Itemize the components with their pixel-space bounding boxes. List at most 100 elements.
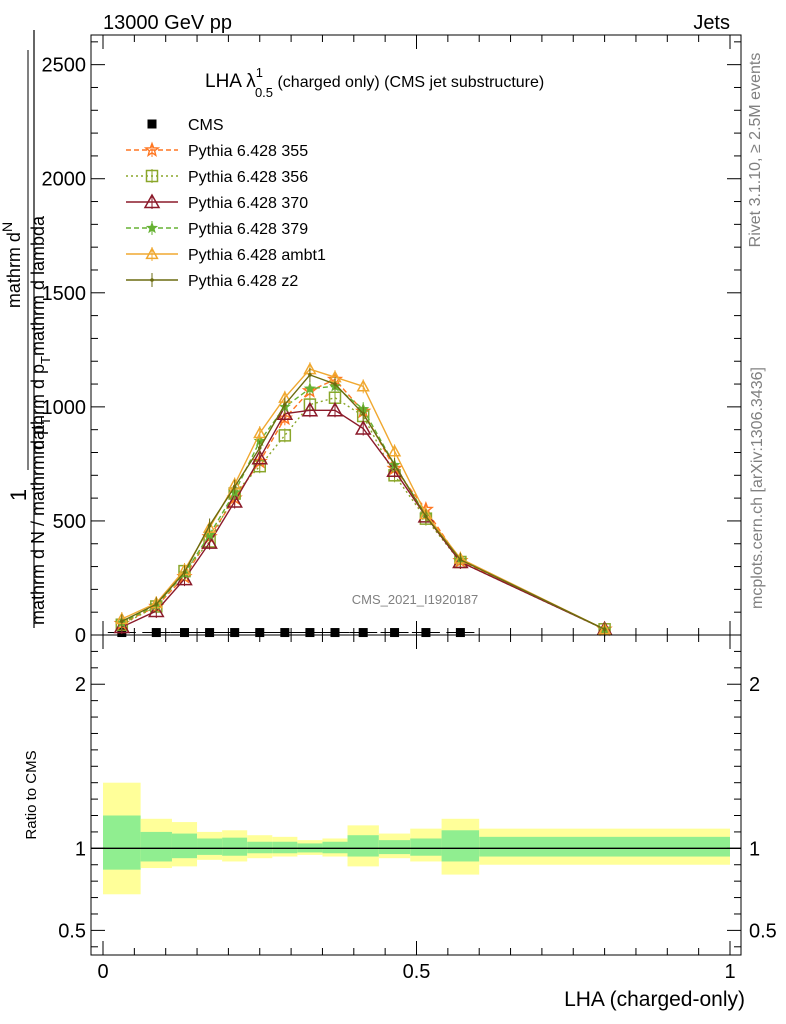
series-marker: [333, 382, 337, 386]
series-marker: [390, 628, 400, 638]
series-marker: [421, 628, 431, 638]
analysis-watermark: CMS_2021_I1920187: [352, 592, 479, 607]
ratio-band-inner: [410, 838, 442, 856]
main-y-tick-label: 500: [53, 511, 86, 533]
ratio-y-tick-label-left: 2: [75, 674, 86, 696]
ratio-y-tick-label-left: 1: [75, 838, 86, 860]
series-marker: [330, 628, 340, 638]
series-marker: [145, 247, 159, 260]
header-energy: 13000 GeV pp: [103, 12, 232, 34]
chart-title-rest: (charged only) (CMS jet substructure): [273, 74, 544, 91]
legend-label: Pythia 6.428 379: [188, 221, 308, 238]
ratio-bands: [103, 782, 730, 895]
series-0: [107, 628, 475, 638]
series-marker: [257, 446, 262, 450]
ratio-y-tick-label-right: 1: [749, 838, 760, 860]
chart-title-sup: 1: [256, 65, 263, 80]
ratio-band-inner: [140, 831, 172, 862]
series-marker: [143, 193, 161, 209]
legend-label: CMS: [188, 117, 224, 134]
ratio-y-tick-label-left: 0.5: [58, 920, 86, 942]
ratio-band-inner: [103, 815, 141, 870]
series-marker: [392, 463, 397, 467]
ratio-tick-labels: 0.5 0.5 1 1 2 2 0 0.5 1: [58, 674, 777, 983]
ratio-band-inner: [171, 833, 198, 859]
x-axis-label: LHA (charged-only): [564, 988, 745, 1011]
series-marker: [255, 628, 265, 638]
main-y-tick-label: 1000: [42, 397, 87, 419]
series-marker: [361, 411, 366, 416]
ratio-y-axis-label: Ratio to CMS: [23, 750, 40, 839]
ratio-axis-ticks: [91, 635, 741, 955]
legend: CMS Pythia 6.428 355 Pythia 6.428 356 Pythi…: [126, 117, 326, 290]
series-marker: [230, 628, 240, 638]
x-tick-label: 0: [97, 961, 108, 983]
svg-text:mathrm dN: mathrm dN: [0, 222, 24, 308]
main-axis-ticks: [91, 35, 741, 636]
series-marker: [387, 444, 402, 457]
series-marker: [207, 523, 212, 528]
series-marker: [143, 141, 161, 157]
ratio-band-inner: [479, 836, 730, 857]
series-marker: [180, 628, 190, 638]
series-marker: [326, 401, 344, 417]
series-marker: [120, 619, 124, 624]
series-marker: [145, 221, 159, 234]
series-marker: [201, 534, 218, 549]
series-marker: [232, 484, 237, 489]
ratio-band-inner: [441, 830, 480, 862]
main-series-group: [107, 362, 613, 638]
series-marker: [283, 402, 287, 407]
series-marker: [276, 405, 294, 420]
x-tick-label: 0.5: [403, 961, 431, 983]
legend-label: Pythia 6.428 355: [188, 143, 308, 160]
legend-entry: Pythia 6.428 355: [126, 141, 308, 160]
series-marker: [301, 401, 319, 417]
legend-entry: Pythia 6.428 370: [126, 193, 308, 212]
series-marker: [113, 618, 131, 634]
series-marker: [305, 628, 315, 638]
ylabel-denominator: mathrm d N / mathrm d p: [28, 425, 48, 625]
ylabel-inner-denominator-lambda: mathrm d lambda: [28, 215, 48, 356]
legend-label: Pythia 6.428 356: [188, 169, 308, 186]
ratio-band-inner: [222, 837, 248, 856]
legend-entry: Pythia 6.428 379: [126, 221, 308, 238]
series-marker: [253, 426, 267, 439]
main-y-tick-label: 1500: [42, 283, 87, 305]
main-y-tick-label: 2000: [42, 169, 87, 191]
series-marker: [154, 602, 159, 607]
series-marker: [602, 627, 607, 632]
ratio-band-inner: [322, 841, 348, 854]
ylabel-inner-denominator-sub: T: [38, 356, 53, 364]
ratio-band-inner: [272, 841, 298, 854]
ratio-band-inner: [347, 835, 379, 857]
header-process: Jets: [693, 12, 730, 34]
legend-label: Pythia 6.428 370: [188, 195, 308, 212]
ylabel-inner-denominator: mathrm d p: [28, 364, 48, 455]
x-tick-label: 1: [724, 961, 735, 983]
mcplots-label: mcplots.cern.ch [arXiv:1306.3436]: [749, 367, 766, 609]
series-marker: [308, 373, 312, 377]
chart-title-sub: 0.5: [255, 85, 273, 100]
ratio-plot-frame: [90, 634, 742, 956]
legend-label: Pythia 6.428 ambt1: [188, 247, 326, 264]
legend-entry: Pythia 6.428 z2: [126, 273, 298, 290]
series-marker: [145, 169, 159, 183]
series-marker: [303, 382, 316, 394]
ylabel-one: 1: [6, 489, 31, 501]
series-marker: [151, 628, 161, 638]
legend-entry: CMS: [147, 117, 224, 134]
series-marker: [354, 420, 372, 435]
main-y-axis-label: 1 mathrm d N / mathrm d pT mathrm dN mat…: [0, 30, 53, 628]
series-marker: [278, 429, 292, 442]
svg-text:mathrm d N / mathrm d pT: mathrm d N / mathrm d pT: [28, 417, 53, 625]
series-marker: [358, 628, 368, 638]
ratio-band-inner: [378, 840, 411, 855]
series-marker: [251, 449, 269, 465]
main-y-tick-label: 0: [75, 625, 86, 647]
legend-entry: Pythia 6.428 356: [126, 169, 308, 186]
series-line: [121, 374, 605, 630]
series-marker: [147, 119, 157, 129]
ratio-y-tick-label-right: 0.5: [749, 920, 777, 942]
